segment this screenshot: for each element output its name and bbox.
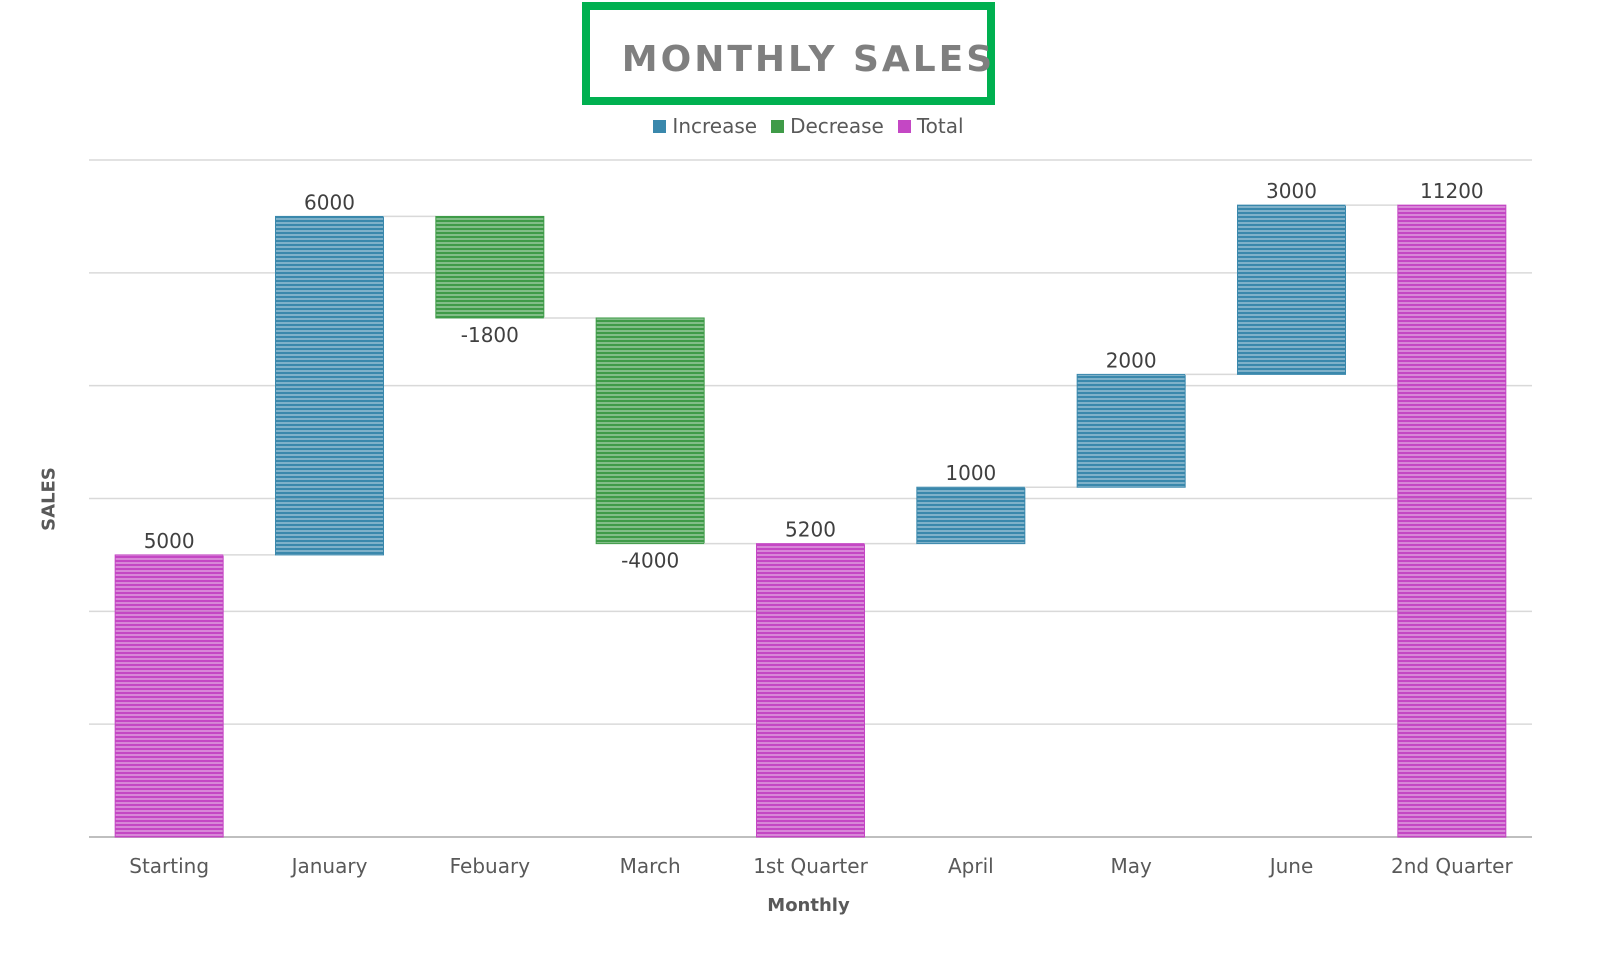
data-label: -4000 xyxy=(621,549,679,573)
legend-swatch xyxy=(771,119,785,133)
bar-1st-quarter xyxy=(756,543,865,838)
data-label: 3000 xyxy=(1266,179,1317,203)
data-label: 2000 xyxy=(1106,348,1157,372)
data-label: -1800 xyxy=(461,323,519,347)
legend-swatch xyxy=(897,119,911,133)
data-label: 1000 xyxy=(945,461,996,485)
x-tick-label: May xyxy=(1110,854,1152,878)
bar-2nd-quarter xyxy=(1397,204,1507,838)
bar-april xyxy=(916,486,1026,545)
x-tick-label: March xyxy=(620,854,681,878)
data-label: 5000 xyxy=(144,529,195,553)
x-tick-label: June xyxy=(1268,854,1314,878)
y-axis-label: SALES xyxy=(38,467,60,531)
legend: Increase Decrease Total xyxy=(0,114,1617,138)
legend-item-total: Total xyxy=(897,114,964,138)
legend-item-decrease: Decrease xyxy=(771,114,884,138)
legend-label: Decrease xyxy=(790,114,884,138)
bar-june xyxy=(1237,204,1346,375)
data-label: 6000 xyxy=(304,190,355,214)
data-label: 11200 xyxy=(1420,179,1484,203)
legend-label: Increase xyxy=(672,114,758,138)
title-box xyxy=(582,2,995,105)
chart-title: MONTHLY SALES xyxy=(621,39,996,80)
x-tick-label: 2nd Quarter xyxy=(1391,854,1513,878)
x-axis-label: Monthly xyxy=(767,895,850,916)
legend-swatch xyxy=(653,119,667,133)
bar-starting xyxy=(114,554,224,838)
x-tick-label: 1st Quarter xyxy=(753,854,868,878)
x-tick-label: Febuary xyxy=(450,854,531,878)
bar-march xyxy=(595,317,705,545)
bar-febuary xyxy=(435,215,545,319)
x-tick-label: January xyxy=(290,854,368,878)
bar-may xyxy=(1076,373,1186,488)
x-tick-label: Starting xyxy=(129,854,209,878)
x-tick-label: April xyxy=(948,854,994,878)
legend-label: Total xyxy=(916,114,964,138)
bar-january xyxy=(275,215,384,556)
legend-item-increase: Increase xyxy=(653,114,757,138)
data-label: 5200 xyxy=(785,518,836,542)
